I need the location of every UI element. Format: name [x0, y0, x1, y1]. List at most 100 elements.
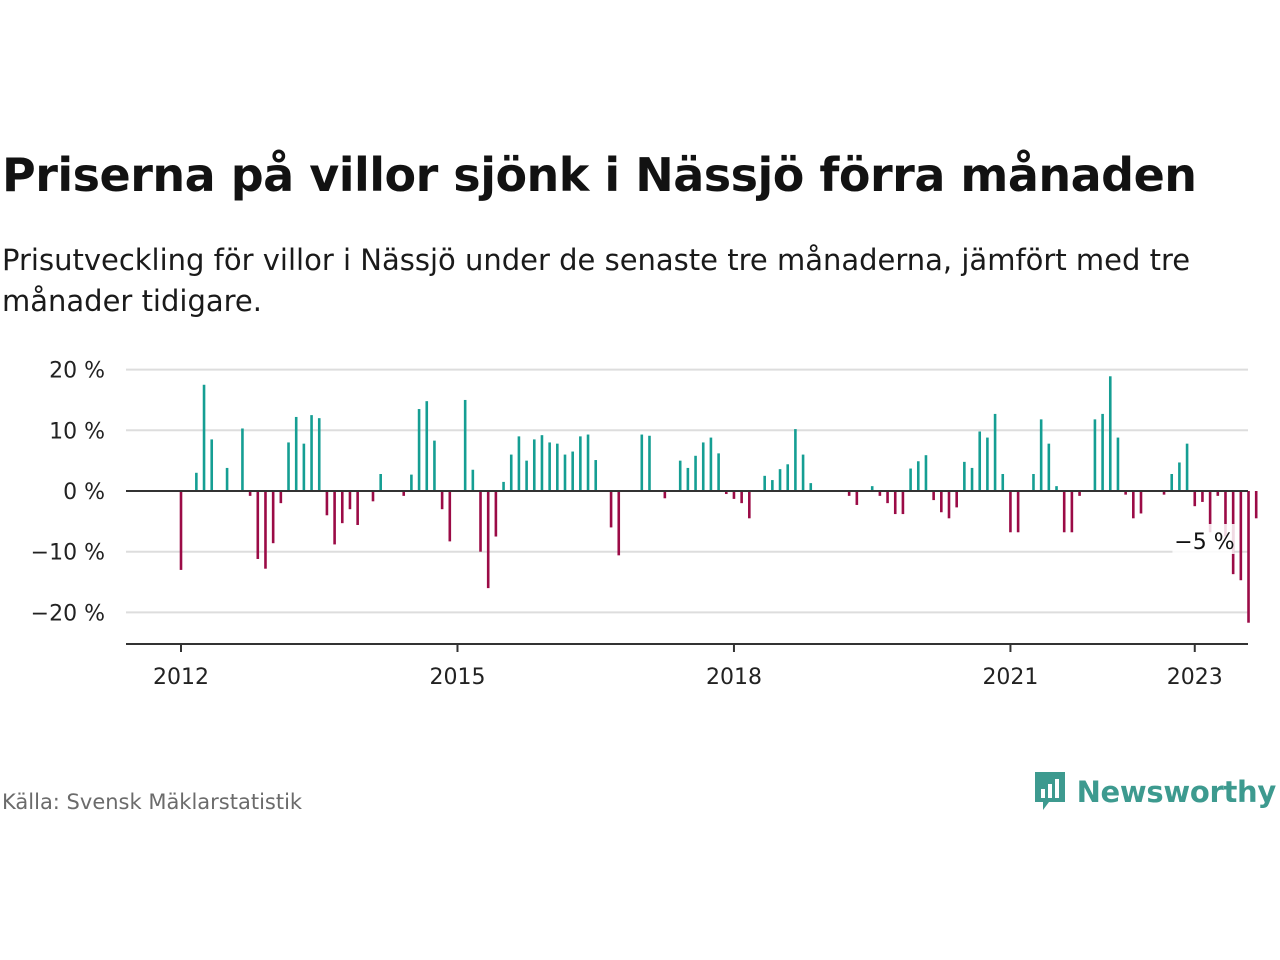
x-tick-label: 2021	[982, 665, 1038, 690]
bar	[955, 491, 958, 508]
bar	[794, 429, 797, 491]
bar	[1016, 491, 1020, 533]
bar	[855, 491, 859, 505]
bar	[509, 454, 513, 491]
bar	[748, 491, 751, 519]
x-axis-ticks: 2012 2015 2018 2021 2023	[153, 644, 1223, 690]
bar	[1247, 491, 1250, 623]
bar	[486, 491, 490, 589]
y-tick-label: 20 %	[49, 359, 105, 384]
bar	[410, 474, 413, 491]
bar	[402, 491, 406, 496]
bar	[579, 436, 582, 491]
annotation-label: −5 %	[1174, 530, 1234, 555]
bar	[617, 491, 621, 556]
bar	[1208, 491, 1212, 533]
bar	[1078, 491, 1081, 496]
bar	[195, 472, 198, 491]
y-axis-ticks: 20 % 10 % 0 % −10 % −20 %	[31, 359, 105, 627]
bar	[264, 491, 267, 569]
bar	[978, 431, 982, 491]
bar	[241, 428, 244, 491]
chart-title: Priserna på villor sjönk i Nässjö förra …	[2, 148, 1197, 202]
bar	[448, 491, 452, 542]
bar	[471, 469, 475, 491]
bar	[440, 491, 444, 510]
bar	[463, 399, 467, 491]
bar	[1224, 491, 1227, 537]
bar	[594, 460, 598, 491]
bar	[1254, 491, 1258, 519]
bar	[517, 436, 521, 491]
bars	[179, 376, 1258, 623]
bar	[771, 480, 774, 491]
bar	[916, 461, 920, 491]
axes	[126, 490, 1248, 645]
bar	[1124, 491, 1127, 495]
bar	[1009, 491, 1012, 533]
bar	[1001, 474, 1005, 491]
bar	[571, 451, 574, 491]
bar	[271, 491, 275, 544]
bar	[686, 467, 690, 491]
bar	[801, 454, 805, 491]
x-tick-label: 2023	[1167, 665, 1223, 690]
bar	[1062, 491, 1066, 533]
bar	[433, 440, 436, 491]
bar	[924, 455, 928, 491]
bar	[709, 437, 713, 491]
bar	[279, 491, 283, 504]
y-tick-label: −10 %	[31, 541, 105, 566]
bar	[1201, 491, 1204, 502]
bar	[256, 491, 260, 559]
bar	[1216, 491, 1220, 496]
bar	[648, 435, 651, 491]
bar	[348, 491, 352, 510]
bar	[333, 491, 336, 545]
bar	[947, 491, 951, 519]
bar	[532, 439, 536, 491]
x-tick-label: 2012	[153, 665, 209, 690]
bar	[1047, 443, 1051, 491]
newsworthy-logo-icon	[1034, 772, 1065, 810]
bar	[1070, 491, 1074, 533]
bar	[701, 442, 705, 491]
bar	[1139, 491, 1143, 514]
bar	[1132, 491, 1135, 519]
bar	[1239, 491, 1243, 581]
bar	[356, 491, 359, 525]
bar	[417, 409, 421, 491]
bar	[556, 443, 559, 491]
bar	[425, 401, 429, 491]
bar	[202, 384, 206, 491]
bar	[640, 434, 644, 491]
bar	[940, 491, 943, 513]
bar	[502, 481, 505, 491]
annotations: −5 %	[1172, 524, 1235, 555]
bar	[724, 491, 728, 495]
source-note: Källa: Svensk Mäklarstatistik	[2, 790, 303, 814]
annotation-background	[1172, 524, 1235, 554]
bar	[778, 469, 782, 491]
brand-logo: Newsworthy	[1033, 770, 1276, 814]
bar	[310, 415, 313, 492]
bar	[901, 491, 905, 515]
bar	[248, 491, 252, 496]
bar	[548, 442, 551, 491]
bar-chart: 20 %10 %0 %−10 %−20 % 2012 2015 2018 2021 20…	[31, 359, 1258, 690]
y-tick-label: 0 %	[63, 480, 105, 505]
bar	[563, 454, 567, 491]
bar	[1108, 376, 1112, 491]
bar	[210, 439, 214, 491]
bar	[1093, 419, 1097, 491]
bar	[909, 468, 912, 491]
brand-name: Newsworthy	[1076, 775, 1277, 809]
bar	[970, 467, 974, 491]
bar	[1116, 437, 1120, 491]
bar	[678, 460, 682, 491]
bar	[1039, 419, 1043, 491]
bar	[893, 491, 897, 515]
bar	[986, 437, 989, 491]
bar	[993, 413, 997, 491]
bar	[494, 491, 498, 537]
